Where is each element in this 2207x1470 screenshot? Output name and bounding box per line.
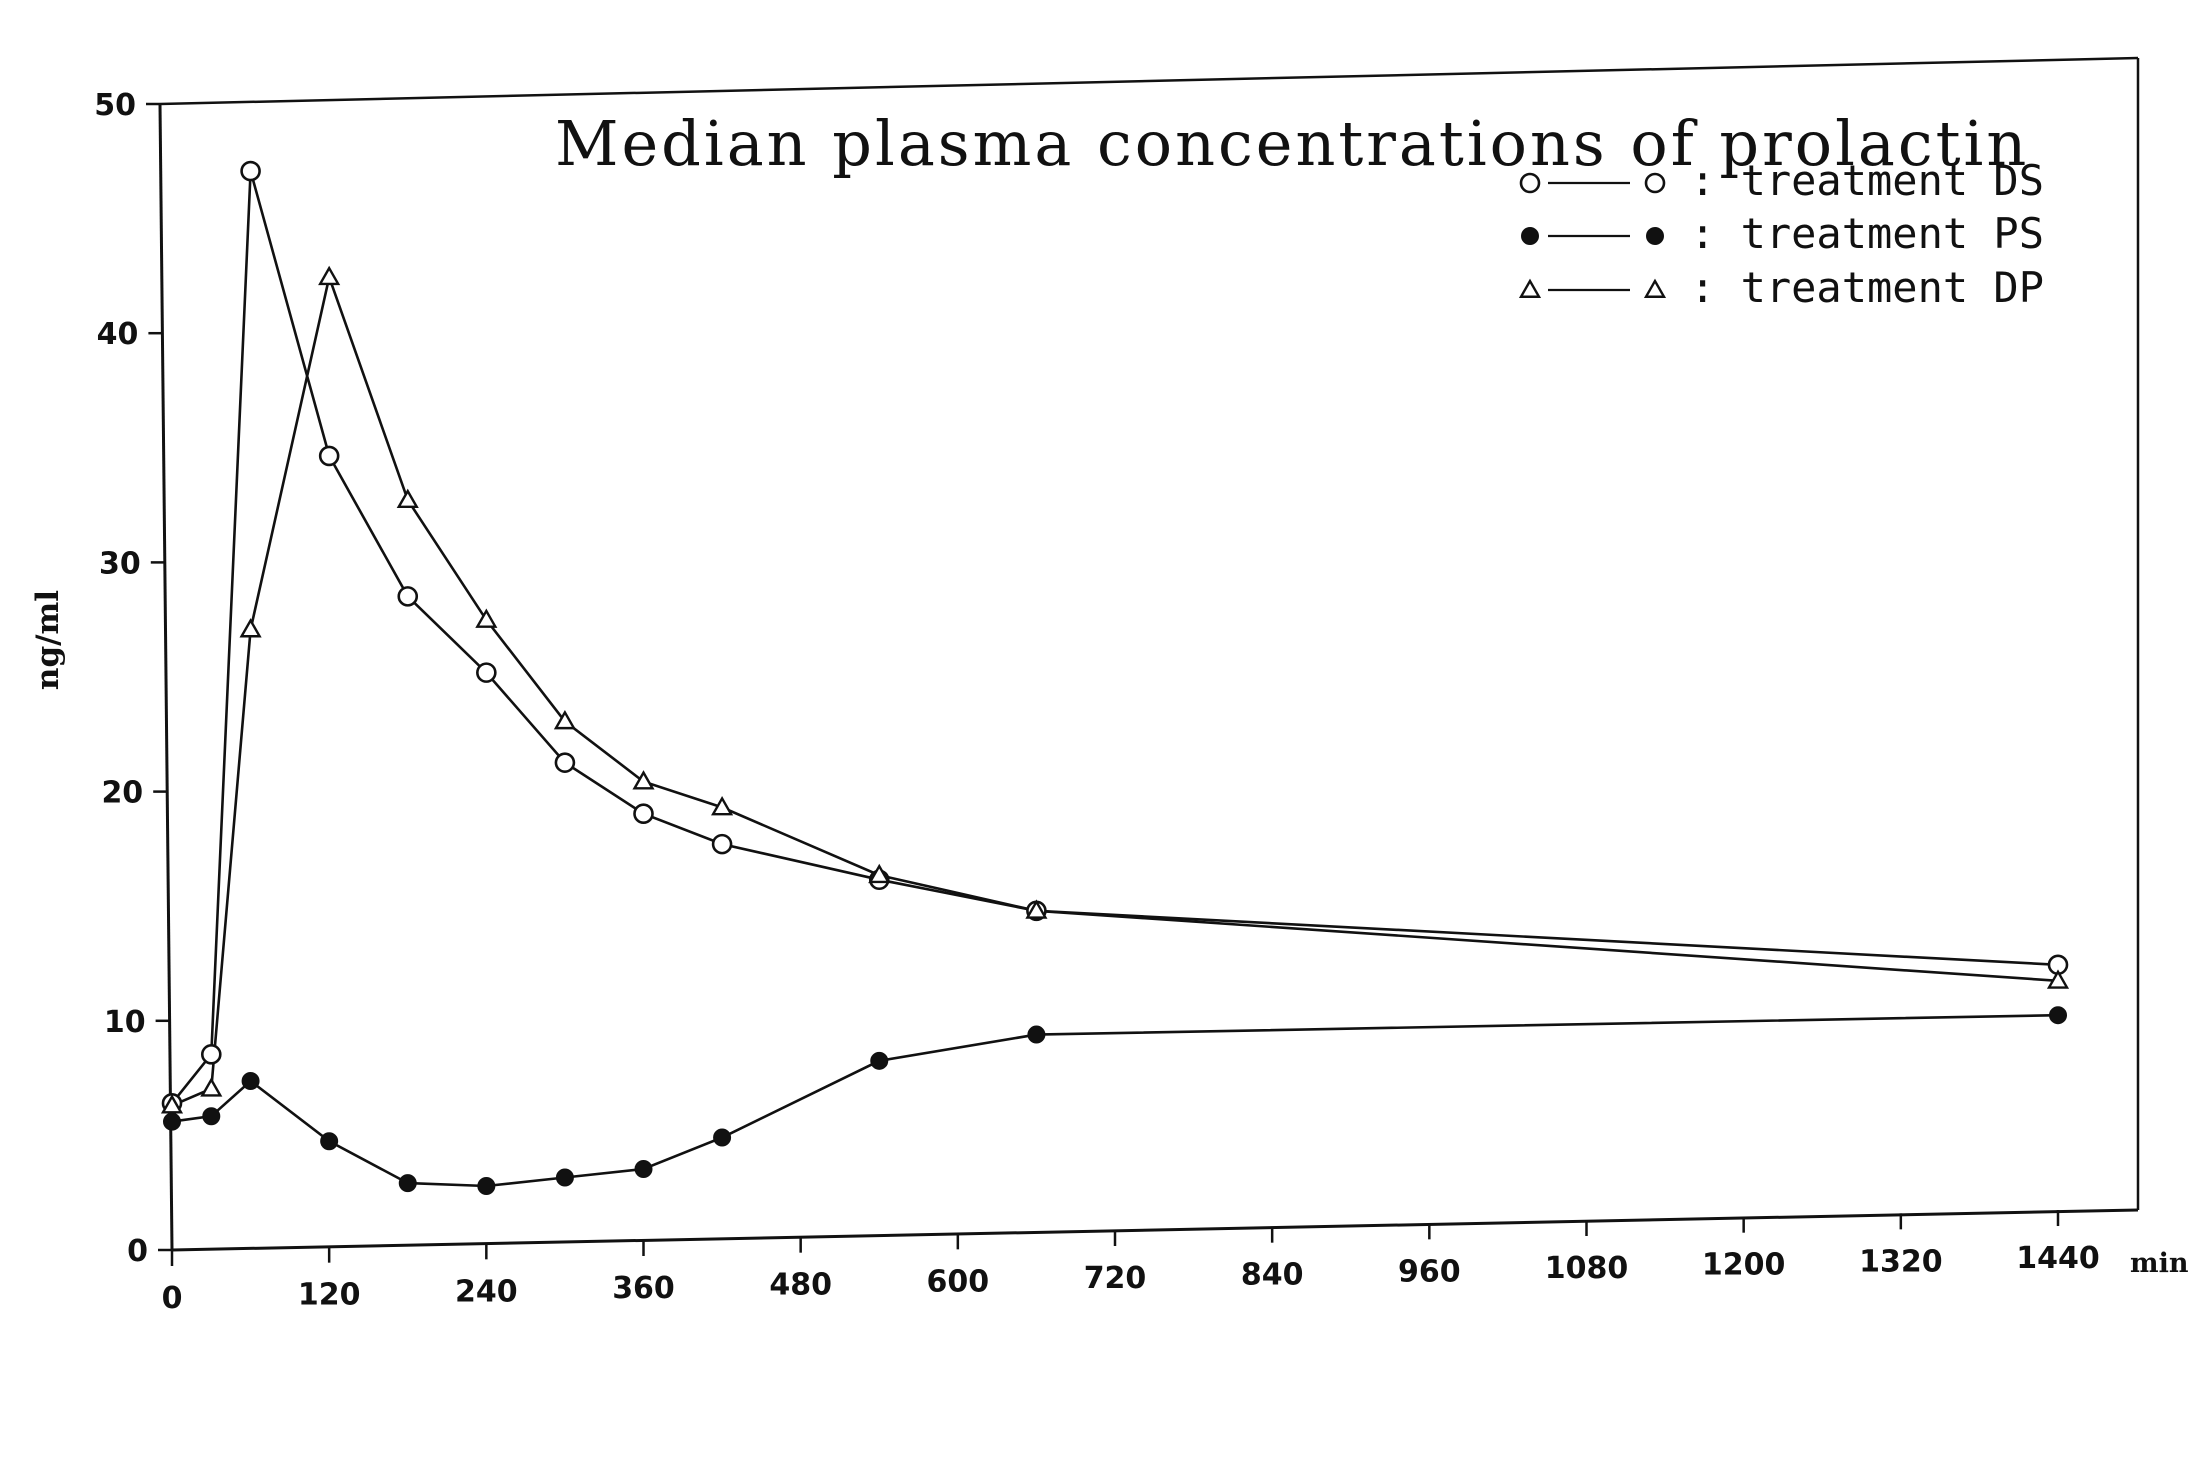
data-point-open-triangle <box>202 1080 220 1096</box>
series-markers <box>163 162 2067 1194</box>
y-tick-label: 30 <box>99 546 141 581</box>
x-tick-label: 960 <box>1398 1254 1461 1289</box>
data-point-filled-circle <box>556 1169 573 1186</box>
top-frame-line <box>160 58 2138 104</box>
data-point-filled-circle <box>871 1052 888 1069</box>
data-point-filled-circle <box>635 1160 652 1177</box>
legend-label: : treatment DP <box>1690 263 2044 312</box>
x-axis-ticks: 0 120 240 360 480 600 720 840 960 1080 1200 1320 144… <box>162 1210 2100 1316</box>
x-axis-unit-label: min <box>2130 1248 2189 1279</box>
legend-marker-right <box>1647 228 1664 245</box>
x-tick-label: 120 <box>298 1278 361 1313</box>
legend-marker-right <box>1646 174 1664 192</box>
x-tick-label: 1440 <box>2016 1241 2100 1276</box>
y-axis-line <box>160 104 172 1250</box>
data-point-open-circle <box>242 162 260 180</box>
legend-marker-right <box>1646 281 1664 297</box>
y-tick-label: 40 <box>97 317 139 352</box>
data-point-filled-circle <box>203 1108 220 1125</box>
data-point-filled-circle <box>242 1073 259 1090</box>
data-point-open-triangle <box>477 611 495 627</box>
x-axis-line <box>172 1210 2138 1250</box>
y-axis-title: ng/ml <box>30 590 66 690</box>
data-point-filled-circle <box>2050 1007 2067 1024</box>
x-tick-label: 240 <box>455 1274 518 1309</box>
x-tick-label: 0 <box>162 1281 183 1316</box>
legend-marker-left <box>1521 174 1539 192</box>
x-tick-label: 1320 <box>1859 1244 1943 1279</box>
data-point-open-triangle <box>635 773 653 789</box>
data-point-filled-circle <box>1028 1026 1045 1043</box>
y-tick-label: 0 <box>127 1234 148 1269</box>
y-tick-label: 50 <box>94 88 136 123</box>
data-point-open-triangle <box>399 491 417 507</box>
data-point-filled-circle <box>321 1133 338 1150</box>
data-point-filled-circle <box>478 1178 495 1195</box>
data-point-open-circle <box>556 754 574 772</box>
data-point-filled-circle <box>714 1129 731 1146</box>
legend-label: : treatment PS <box>1690 209 2044 258</box>
x-tick-label: 360 <box>612 1271 675 1306</box>
data-point-open-circle <box>635 805 653 823</box>
x-tick-label: 480 <box>769 1268 832 1303</box>
data-point-open-triangle <box>242 620 260 636</box>
data-point-open-circle <box>477 664 495 682</box>
y-tick-label: 10 <box>104 1005 146 1040</box>
x-tick-label: 1080 <box>1545 1251 1629 1286</box>
series-line-filled-circle <box>172 1015 2058 1186</box>
data-point-open-circle <box>320 447 338 465</box>
x-tick-label: 840 <box>1241 1258 1304 1293</box>
x-tick-label: 720 <box>1084 1261 1147 1296</box>
legend-label: : treatment DS <box>1690 156 2044 205</box>
x-tick-label: 1200 <box>1702 1248 1786 1283</box>
data-point-filled-circle <box>399 1175 416 1192</box>
series-lines <box>172 171 2058 1186</box>
series-line-open-triangle <box>172 277 2058 1105</box>
x-tick-label: 600 <box>927 1264 990 1299</box>
data-point-open-triangle <box>320 268 338 284</box>
legend-marker-left <box>1522 228 1539 245</box>
data-point-open-circle <box>713 835 731 853</box>
y-tick-label: 20 <box>101 776 143 811</box>
data-point-open-circle <box>399 587 417 605</box>
data-point-open-circle <box>202 1045 220 1063</box>
data-point-filled-circle <box>164 1113 181 1130</box>
legend-marker-left <box>1521 281 1539 297</box>
